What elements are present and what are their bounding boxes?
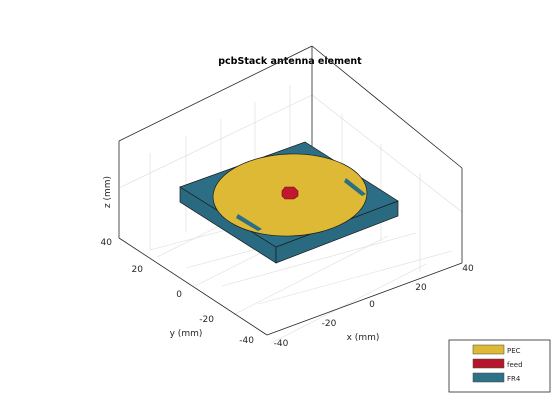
x-tick-label: 40 [462, 264, 474, 274]
figure-title: pcbStack antenna element [218, 56, 362, 67]
x-tick-label: -20 [322, 319, 337, 329]
x-tick-label: 20 [415, 283, 427, 293]
legend-swatch-feed [472, 358, 505, 369]
pec-slot-left [236, 214, 262, 231]
feed-point [281, 186, 299, 200]
y-tick-labels: 40 20 0 -20 -40 [101, 238, 255, 346]
z-axis-label: z (mm) [103, 176, 113, 208]
x-axis-label: x (mm) [347, 333, 380, 343]
axes-box [118, 45, 463, 336]
y-tick-label: -20 [199, 315, 214, 325]
y-axis-label: y (mm) [170, 329, 203, 339]
x-tick-labels: -40 -20 0 20 40 [274, 264, 474, 349]
legend-swatch-pec [472, 344, 505, 355]
legend-swatch-fr4 [472, 372, 505, 383]
y-tick-label: 0 [176, 290, 182, 300]
x-tick-label: 0 [369, 300, 375, 310]
y-tick-label: 20 [132, 265, 144, 275]
legend-label-fr4: FR4 [507, 375, 521, 383]
y-tick-label: -40 [239, 336, 254, 346]
x-tick-label: -40 [274, 339, 289, 349]
legend-label-pec: PEC [507, 347, 521, 355]
legend-label-feed: feed [507, 361, 523, 369]
pec-slot-right [344, 178, 366, 196]
y-tick-label: 40 [101, 238, 113, 248]
legend: PEC feed FR4 [448, 339, 551, 393]
